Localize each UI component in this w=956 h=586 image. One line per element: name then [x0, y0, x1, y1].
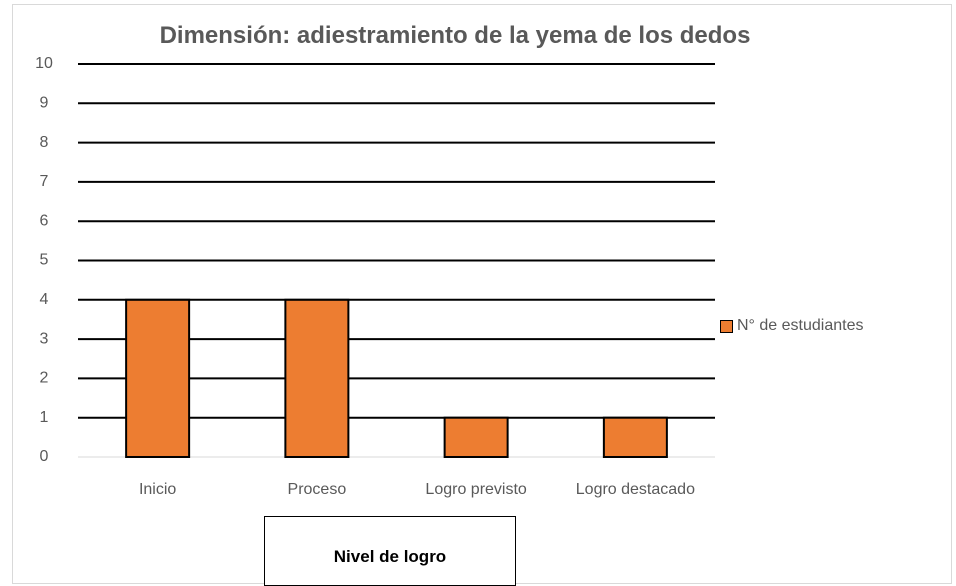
x-tick-label: Logro previsto	[425, 481, 527, 498]
legend-swatch	[720, 319, 733, 333]
chart-title: Dimensión: adiestramiento de la yema de …	[159, 22, 751, 49]
y-tick-label: 7	[40, 173, 49, 190]
x-tick-label: Logro destacado	[575, 481, 695, 498]
y-tick-label: 0	[40, 448, 49, 465]
x-tick-label: Inicio	[138, 481, 177, 498]
x-axis-title: Nivel de logro	[333, 547, 447, 566]
legend-item: N° de estudiantes	[720, 317, 863, 335]
y-tick-label: 6	[40, 212, 49, 229]
bar	[443, 416, 509, 459]
bar	[284, 298, 350, 458]
legend: N° de estudiantes	[720, 317, 863, 335]
y-tick-label: 5	[40, 252, 49, 269]
y-tick-label: 3	[40, 330, 49, 347]
bar	[602, 416, 668, 459]
bar	[125, 298, 191, 458]
y-tick-label: 1	[40, 409, 49, 426]
y-tick-label: 9	[40, 95, 49, 112]
y-tick-label: 8	[40, 134, 49, 151]
legend-label: N° de estudiantes	[737, 317, 864, 334]
y-tick-label: 10	[35, 55, 53, 72]
y-tick-label: 4	[40, 291, 49, 308]
x-axis-title-box: Nivel de logro	[264, 516, 516, 586]
x-tick-label: Proceso	[287, 481, 347, 498]
y-tick-label: 2	[40, 370, 49, 387]
